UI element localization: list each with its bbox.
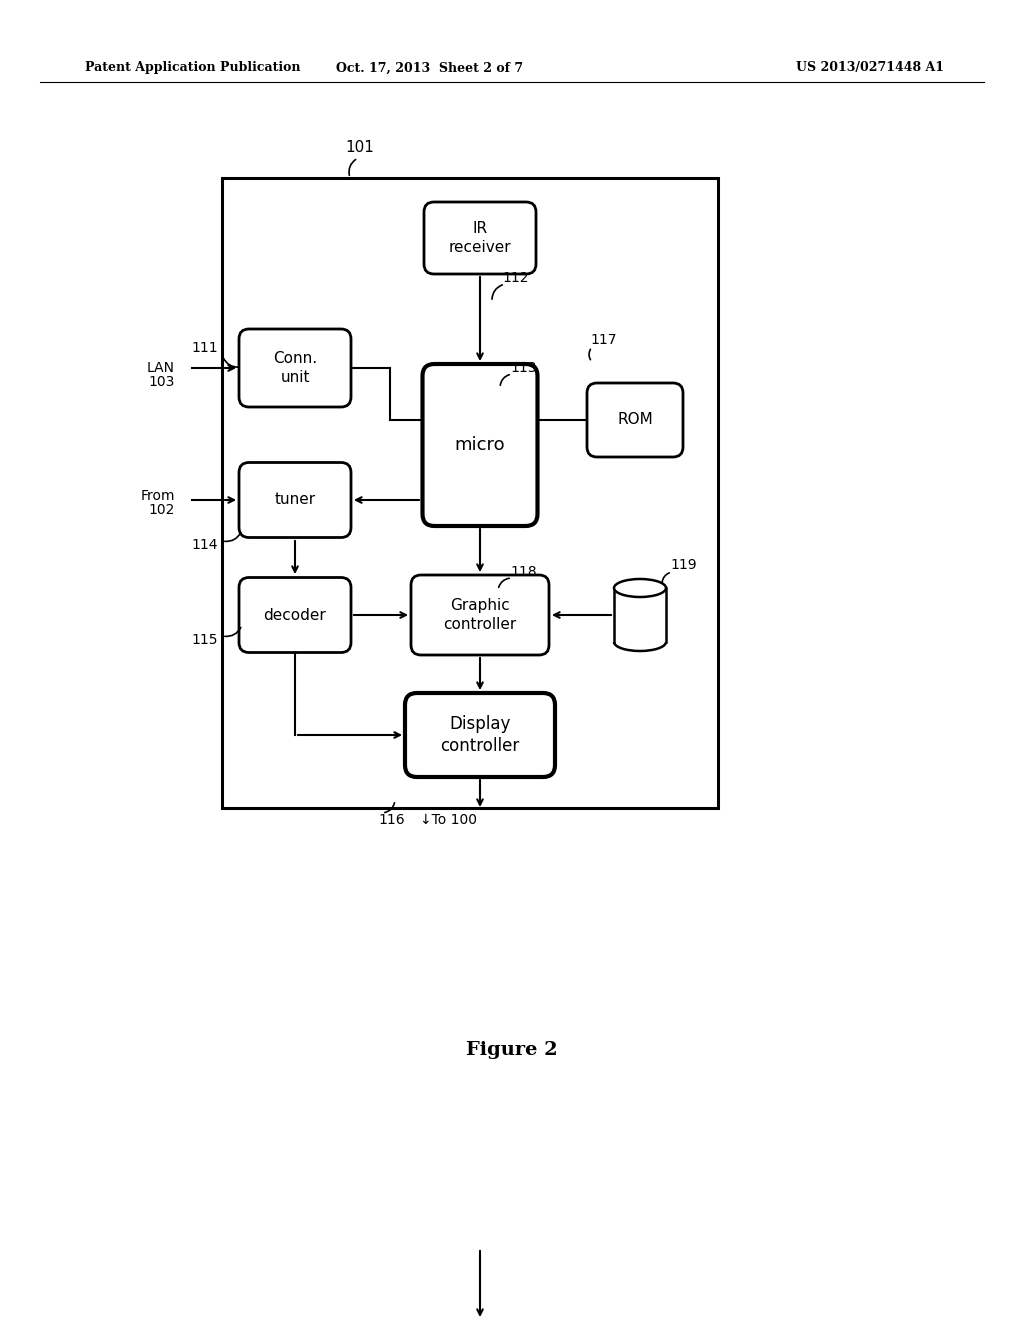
- Text: 117: 117: [590, 333, 616, 347]
- Text: 119: 119: [670, 558, 696, 572]
- Text: 114: 114: [191, 539, 218, 552]
- Text: 116: 116: [378, 813, 404, 828]
- Text: 115: 115: [191, 634, 218, 647]
- Text: tuner: tuner: [274, 492, 315, 507]
- Text: Conn.
unit: Conn. unit: [273, 351, 317, 385]
- Text: 111: 111: [191, 341, 218, 355]
- Text: 113: 113: [510, 360, 537, 375]
- Text: Graphic
controller: Graphic controller: [443, 598, 517, 632]
- Text: micro: micro: [455, 436, 505, 454]
- Text: Display
controller: Display controller: [440, 715, 519, 755]
- Text: Patent Application Publication: Patent Application Publication: [85, 62, 300, 74]
- FancyBboxPatch shape: [424, 202, 536, 275]
- Ellipse shape: [614, 579, 666, 597]
- Text: 112: 112: [502, 271, 528, 285]
- Text: decoder: decoder: [263, 607, 327, 623]
- FancyBboxPatch shape: [423, 364, 538, 525]
- Text: Oct. 17, 2013  Sheet 2 of 7: Oct. 17, 2013 Sheet 2 of 7: [337, 62, 523, 74]
- Text: 101: 101: [345, 140, 374, 156]
- FancyBboxPatch shape: [406, 693, 555, 777]
- Text: 102: 102: [148, 503, 175, 517]
- Text: ROM: ROM: [617, 412, 653, 428]
- FancyBboxPatch shape: [239, 329, 351, 407]
- FancyBboxPatch shape: [239, 462, 351, 537]
- FancyBboxPatch shape: [239, 578, 351, 652]
- Text: ↓To 100: ↓To 100: [420, 813, 477, 828]
- Text: 118: 118: [510, 565, 537, 579]
- Text: From: From: [140, 488, 175, 503]
- Text: US 2013/0271448 A1: US 2013/0271448 A1: [796, 62, 944, 74]
- Text: IR
receiver: IR receiver: [449, 222, 511, 255]
- Text: Figure 2: Figure 2: [466, 1041, 558, 1059]
- Text: 103: 103: [148, 375, 175, 389]
- Text: LAN: LAN: [147, 360, 175, 375]
- FancyBboxPatch shape: [587, 383, 683, 457]
- FancyBboxPatch shape: [411, 576, 549, 655]
- Bar: [222, 178, 718, 808]
